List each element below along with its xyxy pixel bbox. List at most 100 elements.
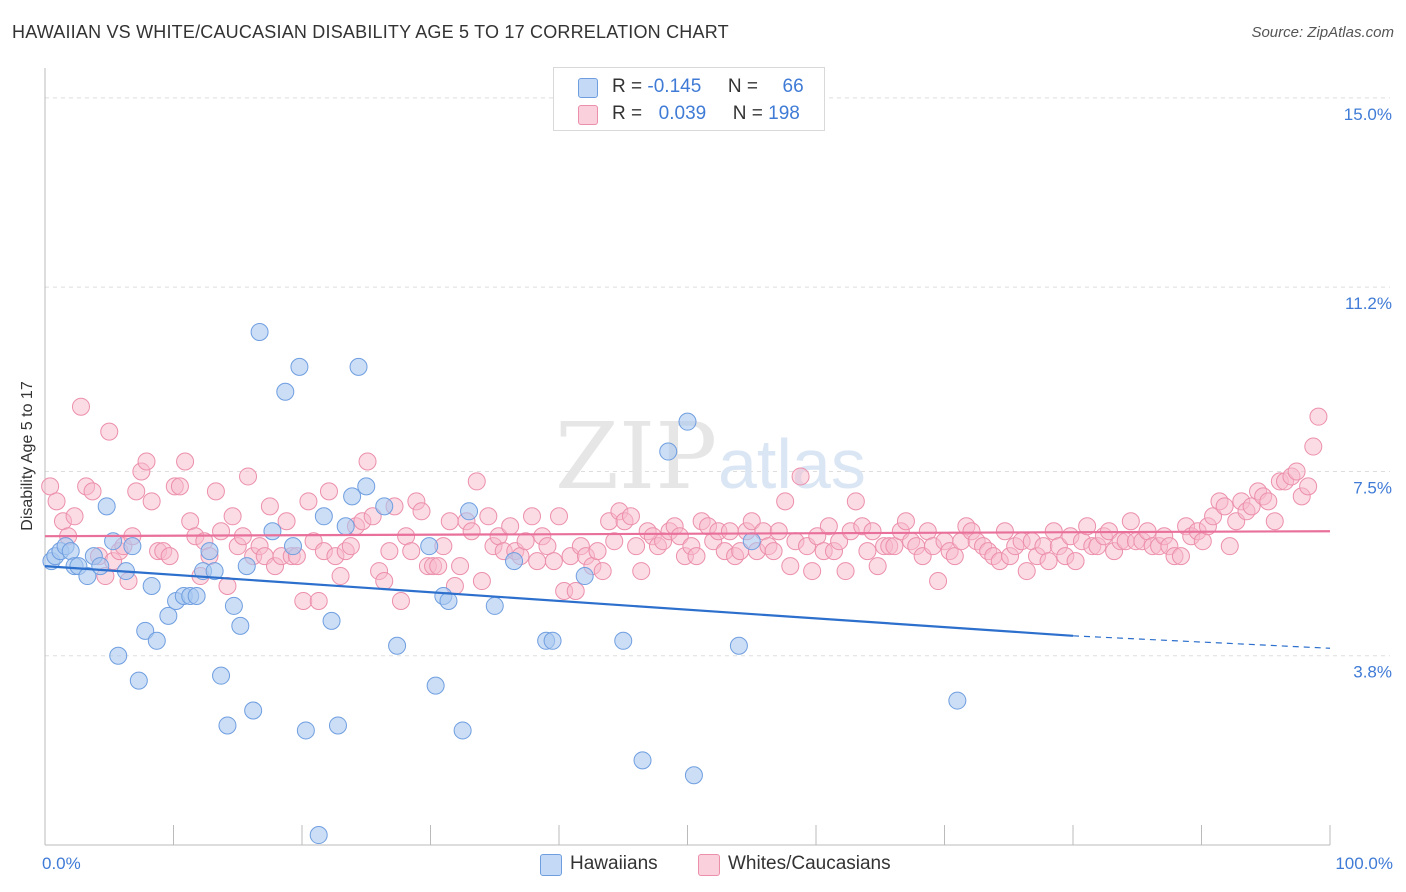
data-point-hawaiian bbox=[263, 522, 282, 541]
data-point-hawaiian bbox=[543, 631, 562, 650]
data-point-hawaiian bbox=[349, 357, 368, 376]
data-point-white bbox=[1304, 437, 1323, 456]
data-point-white bbox=[544, 552, 563, 571]
data-point-white bbox=[566, 581, 585, 600]
data-point-hawaiian bbox=[439, 591, 458, 610]
data-point-hawaiian bbox=[142, 577, 161, 596]
data-point-hawaiian bbox=[309, 826, 328, 845]
data-point-hawaiian bbox=[284, 537, 303, 556]
data-point-white bbox=[429, 557, 448, 576]
data-point-hawaiian bbox=[231, 616, 250, 635]
data-point-white bbox=[479, 507, 498, 526]
data-point-white bbox=[299, 492, 318, 511]
data-point-hawaiian bbox=[328, 716, 347, 735]
data-point-hawaiian bbox=[123, 537, 142, 556]
data-point-hawaiian bbox=[61, 542, 80, 561]
data-point-white bbox=[516, 532, 535, 551]
trend-lines bbox=[44, 530, 1331, 649]
data-point-white bbox=[803, 562, 822, 581]
y-tick-label: 3.8% bbox=[1353, 663, 1392, 682]
data-point-white bbox=[358, 452, 377, 471]
data-point-hawaiian bbox=[250, 323, 269, 342]
data-point-white bbox=[181, 512, 200, 531]
data-point-white bbox=[440, 512, 459, 531]
data-point-hawaiian bbox=[633, 751, 652, 770]
data-point-white bbox=[1309, 407, 1328, 426]
correlation-legend: R = -0.145 N = 66 R = 0.039 N = 198 bbox=[553, 67, 825, 131]
data-point-white bbox=[137, 452, 156, 471]
data-point-hawaiian bbox=[453, 721, 472, 740]
data-point-white bbox=[1204, 507, 1223, 526]
legend-n-label: N = bbox=[732, 103, 763, 124]
data-point-hawaiian bbox=[678, 412, 697, 431]
legend-swatch-hawaiians bbox=[578, 78, 598, 98]
data-point-white bbox=[896, 512, 915, 531]
watermark: ZIP atlas bbox=[555, 403, 866, 510]
data-point-white bbox=[319, 482, 338, 501]
data-point-white bbox=[397, 527, 416, 546]
data-point-white bbox=[1078, 517, 1097, 536]
data-point-white bbox=[769, 522, 788, 541]
data-point-white bbox=[277, 512, 296, 531]
data-point-white bbox=[127, 482, 146, 501]
data-point-white bbox=[462, 522, 481, 541]
watermark-atlas: atlas bbox=[718, 425, 866, 503]
data-point-white bbox=[1299, 477, 1318, 496]
data-point-hawaiian bbox=[78, 567, 97, 586]
data-point-hawaiian bbox=[187, 586, 206, 605]
data-point-hawaiian bbox=[948, 691, 967, 710]
data-point-white bbox=[380, 542, 399, 561]
data-point-hawaiian bbox=[276, 382, 295, 401]
legend-n-value-whites: 198 bbox=[768, 103, 800, 124]
legend-swatch-hawaiians bbox=[540, 854, 562, 876]
data-point-hawaiian bbox=[129, 671, 148, 690]
data-point-white bbox=[1259, 492, 1278, 511]
data-point-white bbox=[1220, 537, 1239, 556]
data-point-white bbox=[83, 482, 102, 501]
data-point-white bbox=[687, 547, 706, 566]
data-point-hawaiian bbox=[343, 487, 362, 506]
data-point-hawaiian bbox=[224, 596, 243, 615]
data-point-white bbox=[538, 537, 557, 556]
y-tick-label: 15.0% bbox=[1344, 105, 1392, 124]
data-point-white bbox=[363, 507, 382, 526]
data-point-white bbox=[1265, 512, 1284, 531]
data-point-hawaiian bbox=[212, 666, 231, 685]
trend-line-whites bbox=[44, 530, 1331, 538]
legend-r-value-hawaiians: -0.145 bbox=[647, 76, 702, 97]
data-point-hawaiian bbox=[742, 532, 761, 551]
data-point-white bbox=[1215, 497, 1234, 516]
x-tick-label: 100.0% bbox=[1335, 854, 1393, 873]
data-point-white bbox=[472, 572, 491, 591]
y-tick-label: 11.2% bbox=[1345, 294, 1392, 313]
data-point-hawaiian bbox=[296, 721, 315, 740]
data-point-white bbox=[391, 591, 410, 610]
data-point-white bbox=[808, 527, 827, 546]
legend-label-hawaiians: Hawaiians bbox=[570, 853, 658, 874]
data-point-white bbox=[501, 517, 520, 536]
data-point-white bbox=[41, 477, 60, 496]
data-point-white bbox=[223, 507, 242, 526]
data-point-white bbox=[1039, 552, 1058, 571]
data-point-hawaiian bbox=[237, 557, 256, 576]
data-point-white bbox=[402, 542, 421, 561]
data-point-hawaiian bbox=[205, 562, 224, 581]
data-point-white bbox=[528, 552, 547, 571]
data-point-hawaiian bbox=[505, 552, 524, 571]
data-point-white bbox=[65, 507, 84, 526]
x-tick-label: 0.0% bbox=[42, 854, 81, 873]
data-point-hawaiian bbox=[314, 507, 333, 526]
data-point-white bbox=[260, 497, 279, 516]
data-point-white bbox=[593, 562, 612, 581]
data-point-white bbox=[212, 522, 231, 541]
data-point-hawaiian bbox=[91, 557, 110, 576]
y-tick-label: 7.5% bbox=[1353, 478, 1392, 497]
data-point-white bbox=[781, 557, 800, 576]
data-point-white bbox=[670, 527, 689, 546]
data-point-white bbox=[71, 397, 90, 416]
data-point-hawaiian bbox=[97, 497, 116, 516]
data-point-white bbox=[764, 542, 783, 561]
data-point-hawaiian bbox=[336, 517, 355, 536]
legend-n-label: N = bbox=[727, 76, 758, 97]
